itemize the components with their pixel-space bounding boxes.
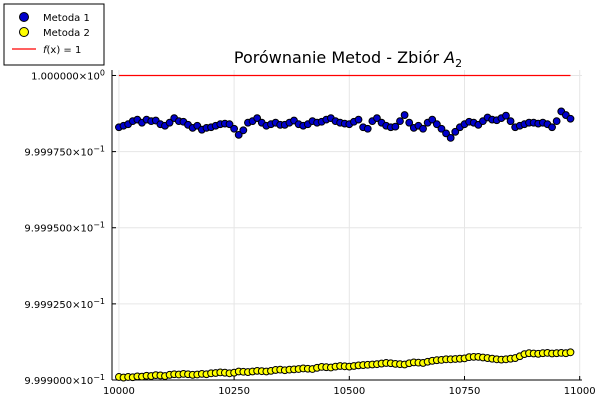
chart-title-subscript: 2 <box>455 57 462 70</box>
data-point <box>502 111 510 120</box>
data-point <box>442 129 450 138</box>
data-point <box>437 124 446 133</box>
legend-label-metoda-1: Metoda 1 <box>43 13 90 24</box>
legend-label-metoda-2: Metoda 2 <box>43 28 90 39</box>
legend-label-fx: f(x) = 1 <box>43 45 81 56</box>
data-point <box>506 117 515 126</box>
y-tick-label: 9.999000×10−1 <box>24 373 105 387</box>
data-point <box>225 120 234 129</box>
series-layer <box>115 74 575 382</box>
grid-lines <box>112 70 582 381</box>
data-point <box>230 124 239 133</box>
data-point <box>566 348 575 357</box>
x-tick-label: 10500 <box>333 386 365 397</box>
data-point <box>419 124 427 133</box>
data-point <box>552 117 561 126</box>
data-point <box>391 122 400 131</box>
series-1 <box>115 107 575 142</box>
data-point <box>396 117 404 126</box>
data-point <box>165 118 174 127</box>
data-point <box>428 115 437 124</box>
legend-label-fx-rest: (x) = 1 <box>47 45 82 56</box>
y-tick-label: 1.000000×100 <box>31 68 105 82</box>
x-ticks: 10000 10250 10500 10750 11000 <box>103 376 596 397</box>
legend-label-fx-func: f <box>43 45 48 56</box>
data-point <box>451 127 460 136</box>
y-tick-label: 9.999750×10−1 <box>24 145 105 159</box>
data-point <box>432 120 441 129</box>
chart-title-text: Porównanie Metod - Zbiór <box>234 48 444 67</box>
x-tick-label: 10250 <box>218 386 250 397</box>
chart-title: Porównanie Metod - Zbiór A2 <box>234 48 462 70</box>
x-tick-label: 11000 <box>564 386 596 397</box>
chart-title-symbol: A <box>443 48 455 67</box>
data-point <box>253 114 262 123</box>
data-point <box>363 124 372 133</box>
data-point <box>446 134 455 142</box>
x-tick-label: 10750 <box>449 386 481 397</box>
series-2 <box>115 348 575 382</box>
data-point <box>548 123 556 132</box>
data-point <box>234 130 243 139</box>
axes <box>111 70 582 381</box>
y-tick-label: 9.999250×10−1 <box>24 297 105 311</box>
data-point <box>373 114 381 123</box>
legend-marker-metoda-1 <box>19 12 29 22</box>
data-point <box>405 118 414 127</box>
data-point <box>566 114 575 123</box>
legend: Metoda 1 Metoda 2 f(x) = 1 <box>3 3 105 66</box>
legend-marker-metoda-2 <box>19 27 29 37</box>
y-tick-label: 9.999500×10−1 <box>24 221 105 235</box>
y-ticks: 9.999000×10−1 9.999250×10−1 9.999500×10−1 9… <box>24 68 116 387</box>
data-point <box>239 126 248 135</box>
data-point <box>400 111 409 119</box>
data-point <box>354 115 363 124</box>
x-tick-label: 10000 <box>103 386 135 397</box>
